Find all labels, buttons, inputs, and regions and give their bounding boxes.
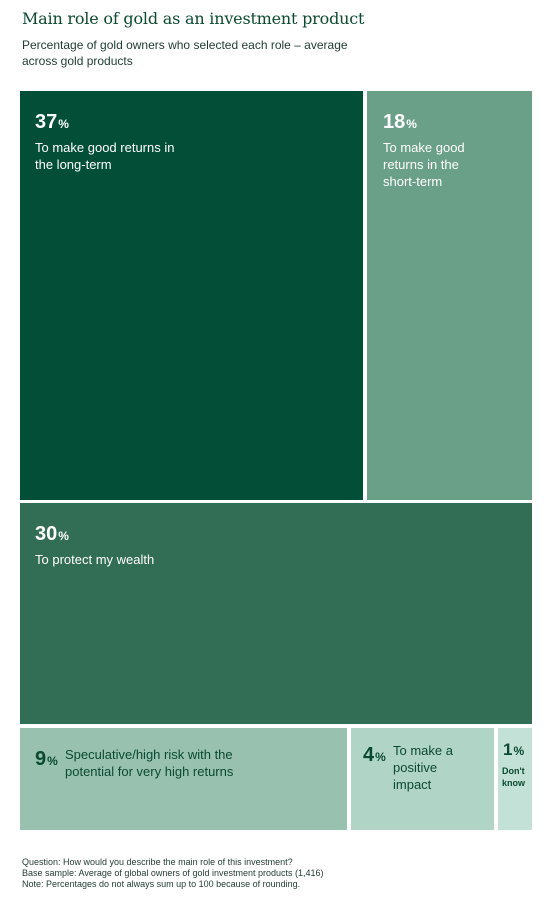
tile-value-label: 9% (35, 748, 58, 770)
treemap-tile-3: 30% To protect my wealth (20, 503, 532, 724)
treemap-tile-4: 9% Speculative/high risk with the potenti… (20, 728, 347, 830)
tile-category-label: To make a positive impact (393, 743, 453, 792)
tile-category-label: To make good returns in the long-term (35, 140, 175, 172)
tile-category-label: To make good returns in the short-term (383, 140, 465, 189)
tile-value-label: 30% (35, 523, 69, 545)
treemap-tile-5: 4% To make a positive impact (351, 728, 494, 830)
chart-subtitle: Percentage of gold owners who selected e… (22, 38, 348, 68)
tile-category-label: Speculative/high risk with the potential… (65, 747, 234, 779)
tile-value-label: 4% (363, 744, 386, 766)
tile-value-label: 18% (383, 111, 417, 133)
treemap-tile-1: 37% To make good returns in the long-term (20, 91, 363, 500)
treemap-tile-2: 18% To make good returns in the short-ter… (367, 91, 532, 500)
tile-category-label: To protect my wealth (35, 552, 155, 567)
tile-value-label: 37% (35, 111, 69, 133)
treemap-tile-6: 1% Don't know (498, 728, 532, 830)
footnotes: Question: How would you describe the mai… (22, 857, 522, 890)
chart-title: Main role of gold as an investment produ… (22, 9, 365, 28)
tile-value-label: 1% (503, 740, 525, 759)
footnote-note: Note: Percentages do not always sum up t… (22, 879, 301, 889)
footnote-question: Question: How would you describe the mai… (22, 857, 293, 867)
tile-category-label: Don't know (502, 766, 526, 788)
footnote-base-sample: Base sample: Average of global owners of… (22, 868, 324, 878)
